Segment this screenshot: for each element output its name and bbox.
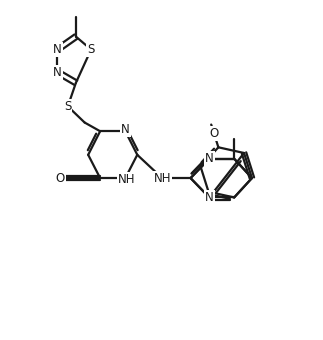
Text: NH: NH	[153, 172, 171, 185]
Text: N: N	[121, 123, 130, 136]
Text: N: N	[205, 152, 214, 165]
Text: O: O	[56, 172, 65, 185]
Text: S: S	[88, 43, 95, 56]
Text: S: S	[64, 100, 71, 113]
Text: N: N	[205, 191, 214, 204]
Text: N: N	[53, 66, 62, 79]
Text: N: N	[53, 43, 62, 56]
Text: NH: NH	[118, 173, 135, 186]
Text: O: O	[209, 127, 219, 140]
